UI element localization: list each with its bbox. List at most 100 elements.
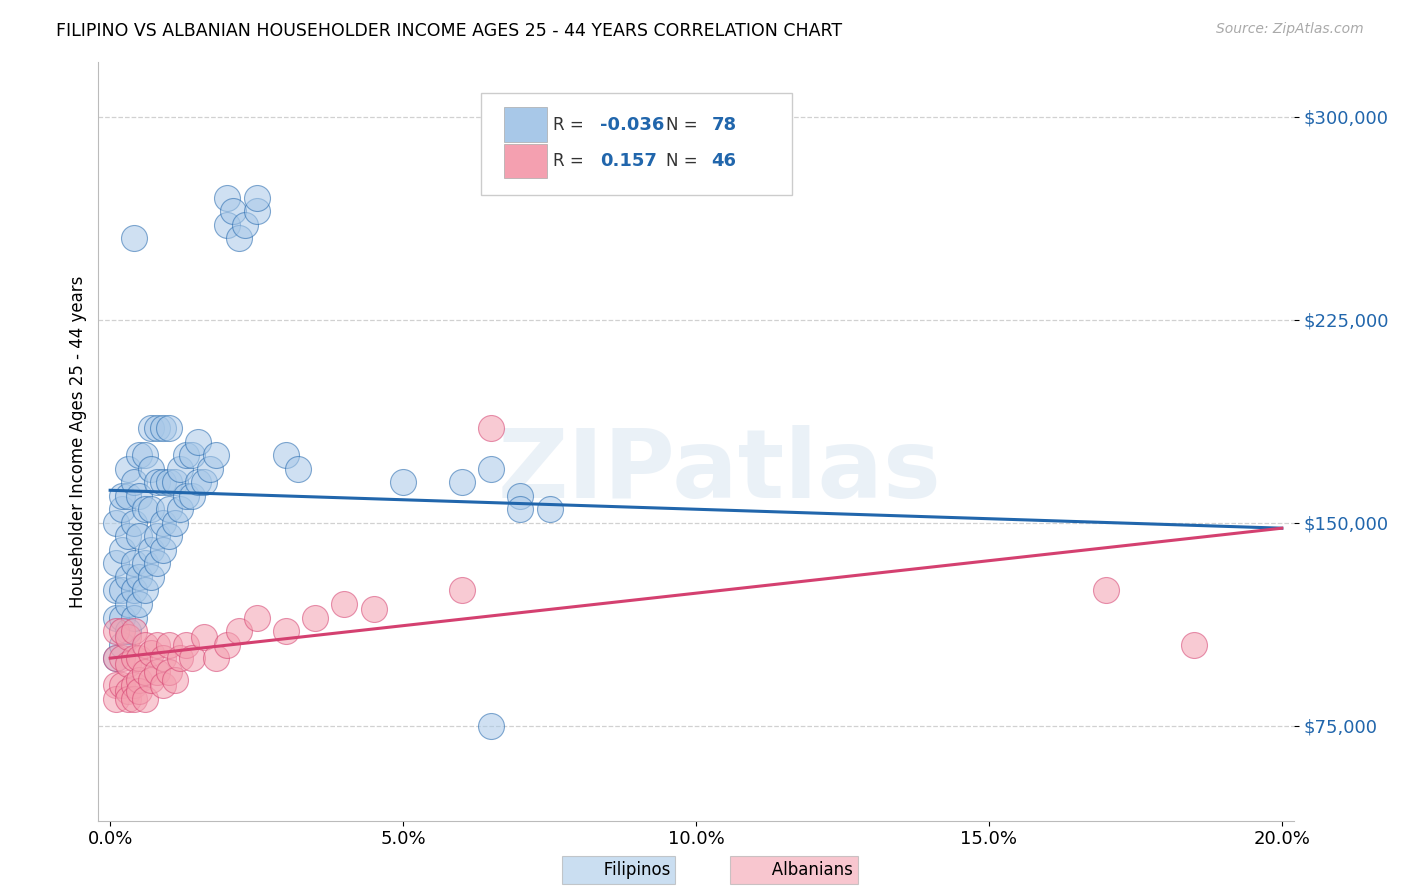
Point: [287, 461, 309, 475]
Point: [146, 557, 169, 571]
Point: [128, 448, 150, 462]
Text: ZIPatlas: ZIPatlas: [498, 425, 942, 518]
Point: [246, 610, 269, 624]
Point: [538, 502, 561, 516]
Point: [204, 448, 226, 462]
Point: [117, 529, 139, 543]
Point: [128, 683, 150, 698]
Point: [141, 461, 163, 475]
Point: [217, 638, 239, 652]
Point: [509, 489, 531, 503]
Point: [157, 421, 180, 435]
Point: [392, 475, 415, 490]
Point: [479, 461, 502, 475]
Point: [117, 570, 139, 584]
Point: [233, 218, 256, 232]
Point: [509, 502, 531, 516]
Point: [169, 461, 191, 475]
Point: [134, 448, 156, 462]
Point: [128, 489, 150, 503]
Y-axis label: Householder Income Ages 25 - 44 years: Householder Income Ages 25 - 44 years: [69, 276, 87, 607]
Text: 0.157: 0.157: [600, 152, 657, 170]
FancyBboxPatch shape: [481, 93, 792, 195]
FancyBboxPatch shape: [503, 144, 547, 178]
Point: [228, 624, 250, 639]
Point: [111, 678, 134, 692]
Point: [193, 475, 215, 490]
Point: [157, 502, 180, 516]
Point: [1182, 638, 1205, 652]
Point: [111, 583, 134, 598]
Point: [228, 231, 250, 245]
Point: [128, 651, 150, 665]
Point: [450, 475, 472, 490]
Point: [134, 502, 156, 516]
Point: [122, 231, 145, 245]
Text: 46: 46: [711, 152, 737, 170]
Point: [163, 673, 186, 687]
Point: [117, 461, 139, 475]
Point: [128, 529, 150, 543]
Point: [105, 610, 128, 624]
Point: [105, 624, 128, 639]
Point: [204, 651, 226, 665]
Point: [174, 638, 197, 652]
Point: [122, 691, 145, 706]
Point: [128, 597, 150, 611]
Text: 78: 78: [711, 116, 737, 134]
Point: [111, 542, 134, 557]
Point: [111, 638, 134, 652]
Point: [363, 602, 385, 616]
Point: [146, 638, 169, 652]
Point: [122, 583, 145, 598]
Point: [274, 624, 297, 639]
Point: [479, 421, 502, 435]
Point: [146, 475, 169, 490]
Point: [246, 204, 269, 219]
Text: N =: N =: [666, 116, 703, 134]
Point: [152, 542, 174, 557]
Point: [174, 448, 197, 462]
Point: [146, 529, 169, 543]
Text: R =: R =: [553, 152, 589, 170]
Point: [152, 651, 174, 665]
Point: [152, 475, 174, 490]
Point: [128, 673, 150, 687]
Point: [157, 475, 180, 490]
Point: [105, 691, 128, 706]
Point: [105, 651, 128, 665]
Point: [141, 570, 163, 584]
Point: [450, 583, 472, 598]
Point: [152, 678, 174, 692]
Point: [122, 610, 145, 624]
Text: -0.036: -0.036: [600, 116, 665, 134]
Point: [134, 583, 156, 598]
Text: Filipinos: Filipinos: [567, 861, 671, 879]
Point: [217, 218, 239, 232]
Point: [117, 489, 139, 503]
Point: [141, 673, 163, 687]
Point: [157, 665, 180, 679]
Text: Source: ZipAtlas.com: Source: ZipAtlas.com: [1216, 22, 1364, 37]
Point: [117, 691, 139, 706]
Point: [111, 651, 134, 665]
Point: [304, 610, 326, 624]
Point: [117, 624, 139, 639]
Point: [128, 570, 150, 584]
Point: [274, 448, 297, 462]
Point: [134, 557, 156, 571]
Point: [134, 691, 156, 706]
Point: [193, 630, 215, 644]
Point: [105, 557, 128, 571]
Point: [157, 529, 180, 543]
Point: [141, 421, 163, 435]
Point: [157, 638, 180, 652]
Point: [152, 516, 174, 530]
FancyBboxPatch shape: [503, 107, 547, 142]
Point: [117, 657, 139, 671]
Point: [169, 502, 191, 516]
Point: [122, 651, 145, 665]
Point: [222, 204, 245, 219]
Point: [217, 191, 239, 205]
Point: [198, 461, 221, 475]
